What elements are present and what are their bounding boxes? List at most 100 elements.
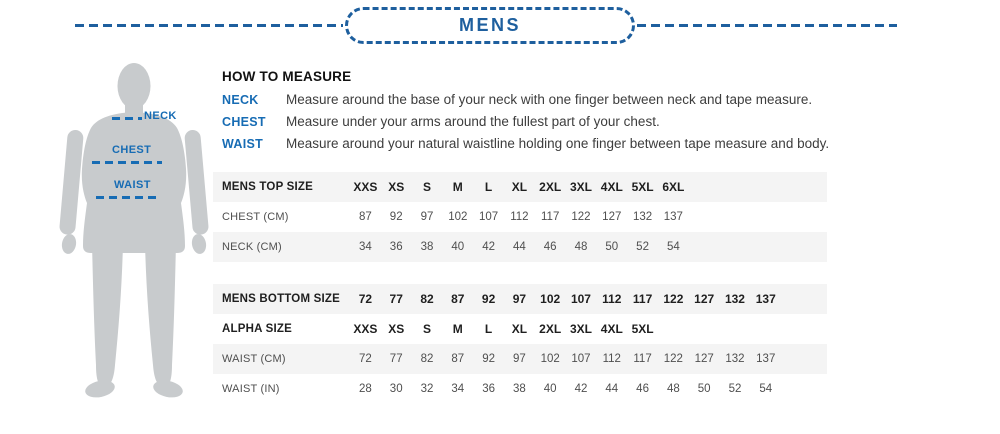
size-value-cell: 132 <box>724 292 745 306</box>
size-value-cell: 117 <box>632 292 653 306</box>
chest-measure-line <box>92 161 162 164</box>
table-row: WAIST (IN) 28 30 32 34 36 38 40 42 44 46 48 50 52 54 <box>213 374 827 404</box>
size-value-cell: 127 <box>602 211 622 223</box>
size-value-cell: 34 <box>359 241 372 253</box>
size-value-cell: M <box>452 180 463 194</box>
header-dashed-line-left <box>75 24 343 27</box>
measure-instruction-waist: WAIST Measure around your natural waistl… <box>222 136 912 151</box>
table-row: MENS TOP SIZE XXS XS S M L XL 2XL 3XL 4XL 5XL 6XL <box>213 172 827 202</box>
size-value-cell: 54 <box>666 241 680 253</box>
size-value-cell: 117 <box>541 211 560 223</box>
row-label: ALPHA SIZE <box>222 323 292 335</box>
mens-bottom-size-table: MENS BOTTOM SIZE 72 77 82 87 92 97 102 107 112 117… <box>213 284 827 404</box>
size-value-cell: 42 <box>574 383 588 395</box>
measure-instruction-chest: CHEST Measure under your arms around the… <box>222 114 912 129</box>
size-value-cell: 102 <box>540 292 561 306</box>
size-value-cell: XL <box>511 322 528 336</box>
row-label: WAIST (IN) <box>222 383 280 395</box>
measure-instruction-neck: NECK Measure around the base of your nec… <box>222 92 912 107</box>
size-value-cell: XS <box>388 180 405 194</box>
size-value-cell: 122 <box>663 353 683 365</box>
size-value-cell: 6XL <box>662 180 685 194</box>
size-value-cell: 137 <box>755 292 776 306</box>
size-value-cell: XS <box>388 322 405 336</box>
size-value-cell: 44 <box>605 383 619 395</box>
size-value-cell: 87 <box>451 292 465 306</box>
size-value-cell: 52 <box>636 241 649 253</box>
size-value-cell: XXS <box>353 322 378 336</box>
size-value-cell: 77 <box>389 292 403 306</box>
size-value-cell: 3XL <box>569 180 592 194</box>
waist-instruction-text: Measure around your natural waistline ho… <box>286 136 830 151</box>
size-value-cell: 132 <box>632 211 653 223</box>
size-value-cell: 77 <box>389 353 403 365</box>
size-value-cell: 36 <box>389 241 403 253</box>
size-value-cell: 32 <box>420 383 434 395</box>
table-row: WAIST (CM) 72 77 82 87 92 97 102 107 112 117 122 127… <box>213 344 827 374</box>
size-value-cell: 102 <box>448 211 468 223</box>
size-value-cell: 97 <box>512 292 527 306</box>
size-value-cell: 5XL <box>631 322 654 336</box>
figure-waist-label: WAIST <box>114 179 151 191</box>
size-value-cell: 92 <box>481 292 496 306</box>
table-row: CHEST (CM) 87 92 97 102 107 112 117 122 127 132 137 <box>213 202 827 232</box>
neck-instruction-text: Measure around the base of your neck wit… <box>286 92 813 107</box>
size-value-cell: 97 <box>512 353 526 365</box>
mens-top-size-table: MENS TOP SIZE XXS XS S M L XL 2XL 3XL 4XL 5XL 6XL CH… <box>213 172 827 262</box>
chest-instruction-label: CHEST <box>222 115 266 129</box>
size-value-cell: 2XL <box>539 322 562 336</box>
row-label: MENS TOP SIZE <box>222 181 314 193</box>
mens-section-pill: MENS <box>345 7 635 44</box>
size-value-cell: 30 <box>389 383 403 395</box>
size-value-cell: 34 <box>451 383 465 395</box>
size-value-cell: 42 <box>482 241 495 253</box>
size-value-cell: 50 <box>697 383 711 395</box>
waist-instruction-label: WAIST <box>222 137 264 151</box>
size-value-cell: 117 <box>633 353 652 365</box>
size-value-cell: 72 <box>358 292 373 306</box>
size-value-cell: S <box>422 322 431 336</box>
size-value-cell: 122 <box>663 292 684 306</box>
figure-chest-label: CHEST <box>112 144 152 156</box>
row-label: CHEST (CM) <box>222 211 289 223</box>
how-to-measure-title: HOW TO MEASURE <box>222 69 352 84</box>
size-value-cell: 107 <box>478 211 499 223</box>
table-row: NECK (CM) 34 36 38 40 42 44 46 48 50 52 54 <box>213 232 827 262</box>
size-value-cell: 127 <box>694 292 715 306</box>
neck-instruction-label: NECK <box>222 93 259 107</box>
table-row: MENS BOTTOM SIZE 72 77 82 87 92 97 102 107 112 117… <box>213 284 827 314</box>
table-gap <box>213 262 827 284</box>
size-value-cell: L <box>484 322 493 336</box>
header-dashed-line-right <box>637 24 897 27</box>
size-value-cell: 36 <box>482 383 495 395</box>
table-row: ALPHA SIZE XXS XS S M L XL 2XL 3XL 4XL 5XL <box>213 314 827 344</box>
size-value-cell: 5XL <box>631 180 654 194</box>
size-value-cell: 122 <box>571 211 591 223</box>
row-label: WAIST (CM) <box>222 353 286 365</box>
row-label: MENS BOTTOM SIZE <box>222 293 340 305</box>
size-value-cell: 87 <box>451 353 465 365</box>
size-value-cell: 54 <box>759 383 773 395</box>
size-value-cell: 44 <box>512 241 526 253</box>
size-value-cell: 2XL <box>539 180 562 194</box>
size-value-cell: 82 <box>420 292 434 306</box>
size-value-cell: 40 <box>543 383 557 395</box>
how-to-measure-section: HOW TO MEASURE NECK Measure around the b… <box>222 69 912 158</box>
size-tables: MENS TOP SIZE XXS XS S M L XL 2XL 3XL 4XL 5XL 6XL CH… <box>213 172 827 404</box>
chest-instruction-text: Measure under your arms around the fulle… <box>286 114 660 129</box>
size-value-cell: 127 <box>694 353 714 365</box>
size-value-cell: 72 <box>359 353 372 365</box>
size-value-cell: XXS <box>353 180 378 194</box>
size-value-cell: 4XL <box>600 322 623 336</box>
size-value-cell: 82 <box>420 353 434 365</box>
size-value-cell: 97 <box>420 211 434 223</box>
size-value-cell: 4XL <box>600 180 623 194</box>
size-value-cell: 38 <box>420 241 434 253</box>
size-value-cell: 46 <box>543 241 557 253</box>
size-value-cell: S <box>422 180 431 194</box>
size-value-cell: 137 <box>663 211 683 223</box>
size-value-cell: 137 <box>756 353 776 365</box>
size-value-cell: XL <box>511 180 528 194</box>
size-value-cell: 48 <box>666 383 680 395</box>
